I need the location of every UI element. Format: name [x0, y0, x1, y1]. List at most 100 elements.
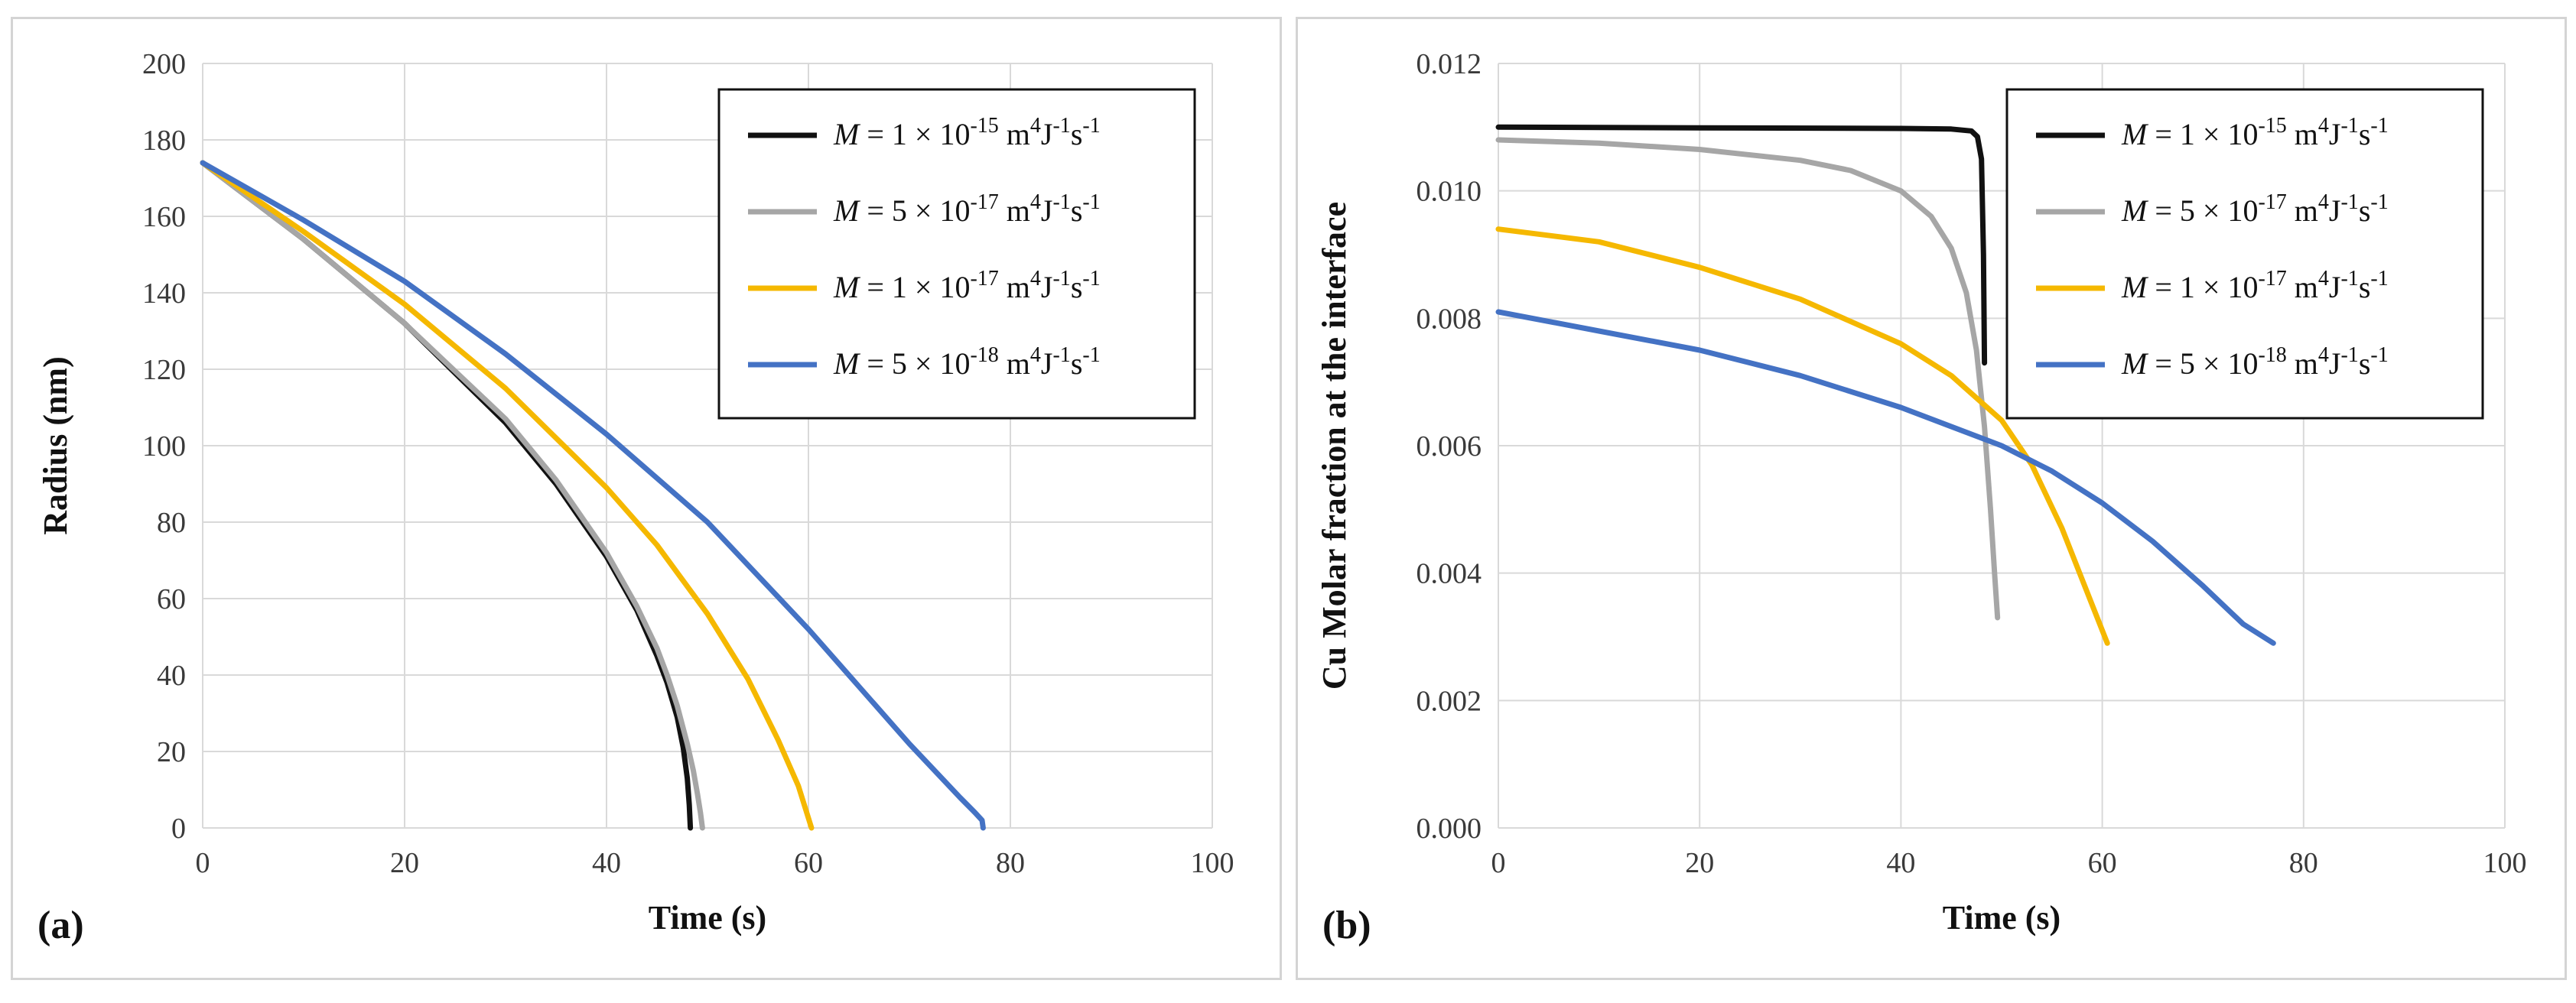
- legend-text-u2: J: [1041, 193, 1053, 228]
- legend-text-e1: 4: [1030, 267, 1041, 291]
- series-line-2: [200, 160, 705, 831]
- y-tick-label: 120: [142, 354, 186, 386]
- legend-text-e1: 4: [1030, 343, 1041, 367]
- legend-text-u1: m: [999, 117, 1030, 151]
- y-tick-label: 0.008: [1416, 303, 1482, 335]
- legend: M = 1 × 10-15 m4J-1s-1M = 5 × 10-17 m4J-…: [2005, 88, 2484, 420]
- legend-text-e2: -1: [2340, 114, 2358, 138]
- legend-label-1: M = 1 × 10-15 m4J-1s-1: [833, 114, 1101, 151]
- legend-text-sym: M: [2121, 346, 2149, 381]
- legend-text-e3: -1: [1082, 114, 1100, 138]
- legend-label-3: M = 1 × 10-17 m4J-1s-1: [2121, 267, 2389, 304]
- legend-text-exp: -17: [2258, 190, 2286, 214]
- legend-text-e1: 4: [2318, 343, 2329, 367]
- legend-text-rest: = 1 × 10: [859, 117, 970, 151]
- chart-panel-a: 0 20 40 60 80 100 0 20 40 60 80 100 120 140 160 180 200 T…: [11, 17, 1282, 980]
- legend-text-rest: = 5 × 10: [859, 346, 970, 381]
- x-tick-label: 20: [1685, 847, 1714, 879]
- legend-text-rest: = 1 × 10: [859, 270, 970, 304]
- legend-text-e2: -1: [1052, 190, 1070, 214]
- series-line-3: [1495, 226, 2110, 646]
- x-tick-label: 40: [592, 847, 621, 879]
- legend-label-1: M = 1 × 10-15 m4J-1s-1: [2121, 114, 2389, 151]
- y-tick-label: 0.010: [1416, 176, 1482, 208]
- legend-text-e2: -1: [1052, 343, 1070, 367]
- legend-text-u1: m: [999, 346, 1030, 381]
- legend-text-u2: J: [2329, 270, 2341, 304]
- legend-text-rest: = 1 × 10: [2147, 117, 2258, 151]
- legend-text-e2: -1: [1052, 267, 1070, 291]
- legend-text-e2: -1: [2340, 343, 2358, 367]
- legend-text-u2: J: [2329, 346, 2341, 381]
- legend-text-e3: -1: [2370, 267, 2388, 291]
- legend-text-e2: -1: [1052, 114, 1070, 138]
- legend-text-u3: s: [1071, 346, 1083, 381]
- x-tick-label: 80: [2289, 847, 2318, 879]
- y-tick-label: 0.002: [1416, 685, 1482, 717]
- y-tick-label: 160: [142, 201, 186, 233]
- legend-label-2: M = 5 × 10-17 m4J-1s-1: [2121, 190, 2389, 228]
- legend-text-sym: M: [833, 193, 861, 228]
- legend-text-u2: J: [2329, 117, 2341, 151]
- legend-text-e1: 4: [1030, 114, 1041, 138]
- legend-text-u1: m: [2287, 117, 2318, 151]
- y-tick-label: 60: [157, 583, 186, 615]
- legend-text-sym: M: [833, 346, 861, 381]
- legend-text-u2: J: [1041, 117, 1053, 151]
- panel-label: (b): [1322, 904, 1371, 947]
- series-line-4: [1495, 309, 2276, 646]
- legend-text-exp: -17: [970, 267, 998, 291]
- legend-text-u1: m: [999, 270, 1030, 304]
- x-tick-label: 100: [2483, 847, 2527, 879]
- legend-text-sym: M: [833, 270, 861, 304]
- x-tick-label: 20: [390, 847, 419, 879]
- legend-text-exp: -15: [2258, 114, 2286, 138]
- x-tick-label: 60: [794, 847, 823, 879]
- legend: M = 1 × 10-15 m4J-1s-1M = 5 × 10-17 m4J-…: [717, 88, 1196, 420]
- x-axis-label: Time (s): [649, 899, 766, 936]
- legend-label-3: M = 1 × 10-17 m4J-1s-1: [833, 267, 1101, 304]
- y-tick-label: 180: [142, 125, 186, 157]
- series-line-3: [200, 160, 815, 831]
- y-tick-label: 140: [142, 278, 186, 310]
- legend-text-exp: -18: [970, 343, 998, 367]
- x-tick-label: 100: [1191, 847, 1234, 879]
- legend-text-e1: 4: [2318, 190, 2329, 214]
- legend-text-u3: s: [1071, 193, 1083, 228]
- y-axis-label: Cu Molar fraction at the interface: [1316, 202, 1353, 690]
- legend-text-u1: m: [2287, 193, 2318, 228]
- legend-text-e1: 4: [2318, 267, 2329, 291]
- y-tick-label: 0.000: [1416, 813, 1482, 845]
- series-line-1: [200, 160, 694, 831]
- legend-text-u3: s: [1071, 270, 1083, 304]
- legend-text-u3: s: [1071, 117, 1083, 151]
- x-axis-label: Time (s): [1943, 899, 2060, 936]
- x-tick-label: 0: [196, 847, 210, 879]
- y-tick-label: 0.004: [1416, 558, 1482, 590]
- legend-label-4: M = 5 × 10-18 m4J-1s-1: [833, 343, 1101, 381]
- legend-text-e2: -1: [2340, 267, 2358, 291]
- legend-text-exp: -17: [970, 190, 998, 214]
- legend-label-4: M = 5 × 10-18 m4J-1s-1: [2121, 343, 2389, 381]
- legend-text-sym: M: [833, 117, 861, 151]
- legend-text-e1: 4: [1030, 190, 1041, 214]
- legend-text-rest: = 5 × 10: [859, 193, 970, 228]
- legend-text-u1: m: [2287, 270, 2318, 304]
- y-tick-label: 0: [171, 813, 186, 845]
- legend-text-sym: M: [2121, 270, 2149, 304]
- legend-text-u3: s: [2359, 346, 2371, 381]
- legend-text-exp: -18: [2258, 343, 2286, 367]
- legend-text-e2: -1: [2340, 190, 2358, 214]
- y-tick-label: 80: [157, 507, 186, 539]
- legend-text-exp: -17: [2258, 267, 2286, 291]
- legend-text-u3: s: [2359, 270, 2371, 304]
- y-tick-label: 40: [157, 660, 186, 692]
- y-tick-label: 0.012: [1416, 48, 1482, 80]
- legend-text-e3: -1: [1082, 190, 1100, 214]
- legend-text-u1: m: [2287, 346, 2318, 381]
- legend-text-e3: -1: [2370, 190, 2388, 214]
- legend-text-u3: s: [2359, 117, 2371, 151]
- legend-text-e3: -1: [1082, 267, 1100, 291]
- y-tick-label: 0.006: [1416, 430, 1482, 463]
- legend-label-2: M = 5 × 10-17 m4J-1s-1: [833, 190, 1101, 228]
